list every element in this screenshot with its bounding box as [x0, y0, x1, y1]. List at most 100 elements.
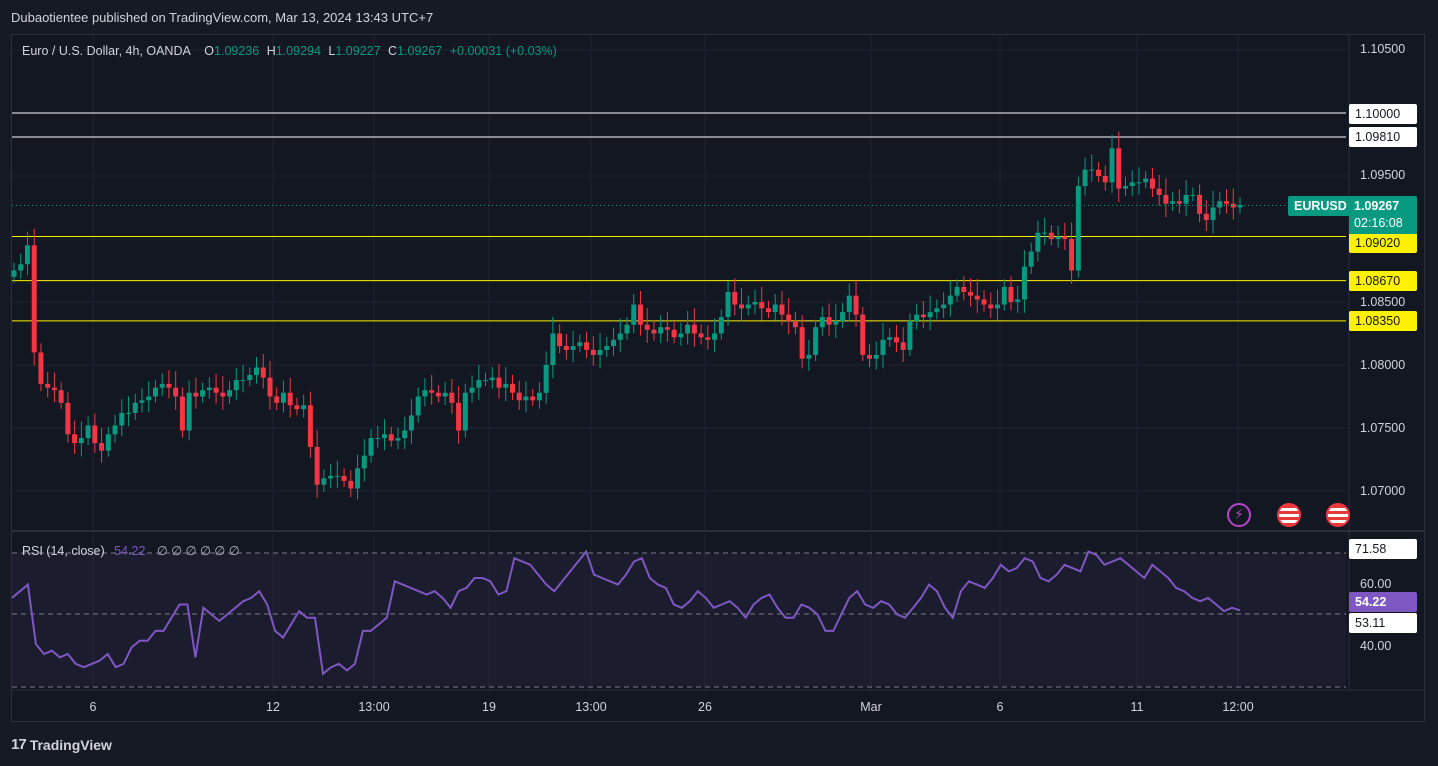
candle — [651, 329, 657, 334]
candle — [536, 392, 542, 401]
candle — [705, 337, 711, 340]
close-label: C — [388, 44, 398, 58]
candle — [718, 317, 724, 334]
candle — [914, 314, 920, 321]
symbol-title[interactable]: Euro / U.S. Dollar, 4h, OANDA — [22, 44, 191, 58]
candle — [166, 383, 172, 388]
candle — [395, 438, 401, 441]
candle — [112, 425, 118, 435]
candle — [72, 434, 78, 444]
candle — [442, 392, 448, 397]
publisher-text: Dubaotientee published on TradingView.co… — [11, 10, 434, 25]
level-label-1-09020[interactable]: 1.09020 — [1349, 233, 1417, 253]
candle — [1109, 148, 1115, 183]
current-price: 1.09267 — [1354, 199, 1400, 213]
candle — [368, 438, 374, 456]
open-label: O — [204, 44, 215, 58]
candle — [355, 468, 361, 489]
candle — [509, 383, 515, 393]
candle — [348, 480, 354, 489]
tradingview-logo-icon: 17 — [11, 736, 27, 753]
low-value: 1.09227 — [335, 44, 381, 58]
candle — [1210, 207, 1216, 221]
candle — [186, 392, 192, 431]
candle — [927, 312, 933, 318]
candle — [280, 392, 286, 403]
candle — [415, 396, 421, 416]
candle — [287, 392, 293, 406]
rsi-upper-label: 71.58 — [1349, 539, 1417, 559]
candle — [617, 333, 623, 340]
footer-brand[interactable]: 17 TradingView — [11, 736, 112, 753]
ticker-tag: EURUSD — [1288, 196, 1353, 216]
candle — [31, 245, 37, 353]
candle — [105, 434, 111, 451]
candle — [449, 392, 455, 403]
candle — [435, 392, 441, 397]
candle — [725, 291, 731, 318]
candle — [1129, 182, 1135, 187]
level-label-1-10000[interactable]: 1.10000 — [1349, 104, 1417, 124]
candle — [462, 392, 468, 431]
price-axis-label: 1.08500 — [1360, 295, 1406, 309]
candle — [637, 304, 643, 325]
rsi-title[interactable]: RSI (14, close) — [22, 544, 105, 558]
candle — [307, 405, 313, 447]
candle — [146, 396, 152, 401]
candle — [254, 367, 260, 376]
price-axis-label: 1.10500 — [1360, 42, 1406, 56]
level-label-1-08350[interactable]: 1.08350 — [1349, 311, 1417, 331]
candle — [941, 304, 947, 309]
candle — [543, 365, 549, 393]
candle — [920, 314, 926, 318]
candle — [489, 377, 495, 381]
candle — [1015, 299, 1021, 302]
rsi-legend: RSI (14, close) 54.22 ∅ ∅ ∅ ∅ ∅ ∅ — [22, 543, 240, 558]
candle — [294, 405, 300, 410]
candle — [739, 304, 745, 309]
candle — [772, 304, 778, 313]
candle — [691, 324, 697, 334]
candle — [1197, 194, 1203, 214]
level-label-1-09810[interactable]: 1.09810 — [1349, 127, 1417, 147]
candle — [503, 383, 509, 388]
candle — [1028, 251, 1034, 267]
candle — [893, 337, 899, 343]
us-flag-icon[interactable] — [1277, 503, 1301, 527]
time-axis-label: Mar — [860, 700, 882, 714]
candle — [51, 387, 57, 391]
candle — [388, 434, 394, 441]
level-label-1-08670[interactable]: 1.08670 — [1349, 271, 1417, 291]
candle — [1082, 169, 1088, 187]
candle — [402, 430, 408, 439]
candle — [78, 438, 84, 444]
candle — [206, 387, 212, 391]
candle — [1021, 266, 1027, 300]
candle — [193, 392, 199, 397]
candle — [139, 400, 145, 403]
open-value: 1.09236 — [214, 44, 260, 58]
candle — [1102, 176, 1108, 183]
time-axis-label: 11 — [1130, 700, 1144, 714]
candle — [988, 304, 994, 309]
time-axis-label: 19 — [482, 700, 496, 714]
candle — [853, 295, 859, 315]
candle — [1136, 182, 1142, 184]
time-axis-label: 6 — [996, 700, 1004, 714]
time-axis-label: 12 — [266, 700, 280, 714]
candle — [1122, 186, 1128, 189]
candle — [152, 387, 158, 397]
candle — [38, 352, 44, 384]
price-axis-label: 1.07000 — [1360, 484, 1406, 498]
candle — [476, 380, 482, 388]
candle — [658, 327, 664, 334]
rsi-axis-label: 60.00 — [1360, 577, 1392, 591]
candle — [456, 402, 462, 431]
candle — [1042, 232, 1048, 234]
candle — [584, 342, 590, 350]
us-flag-icon[interactable] — [1326, 503, 1350, 527]
lightning-icon[interactable]: ⚡ — [1227, 503, 1251, 527]
candle — [301, 405, 307, 410]
chart-frame[interactable] — [11, 34, 1425, 722]
